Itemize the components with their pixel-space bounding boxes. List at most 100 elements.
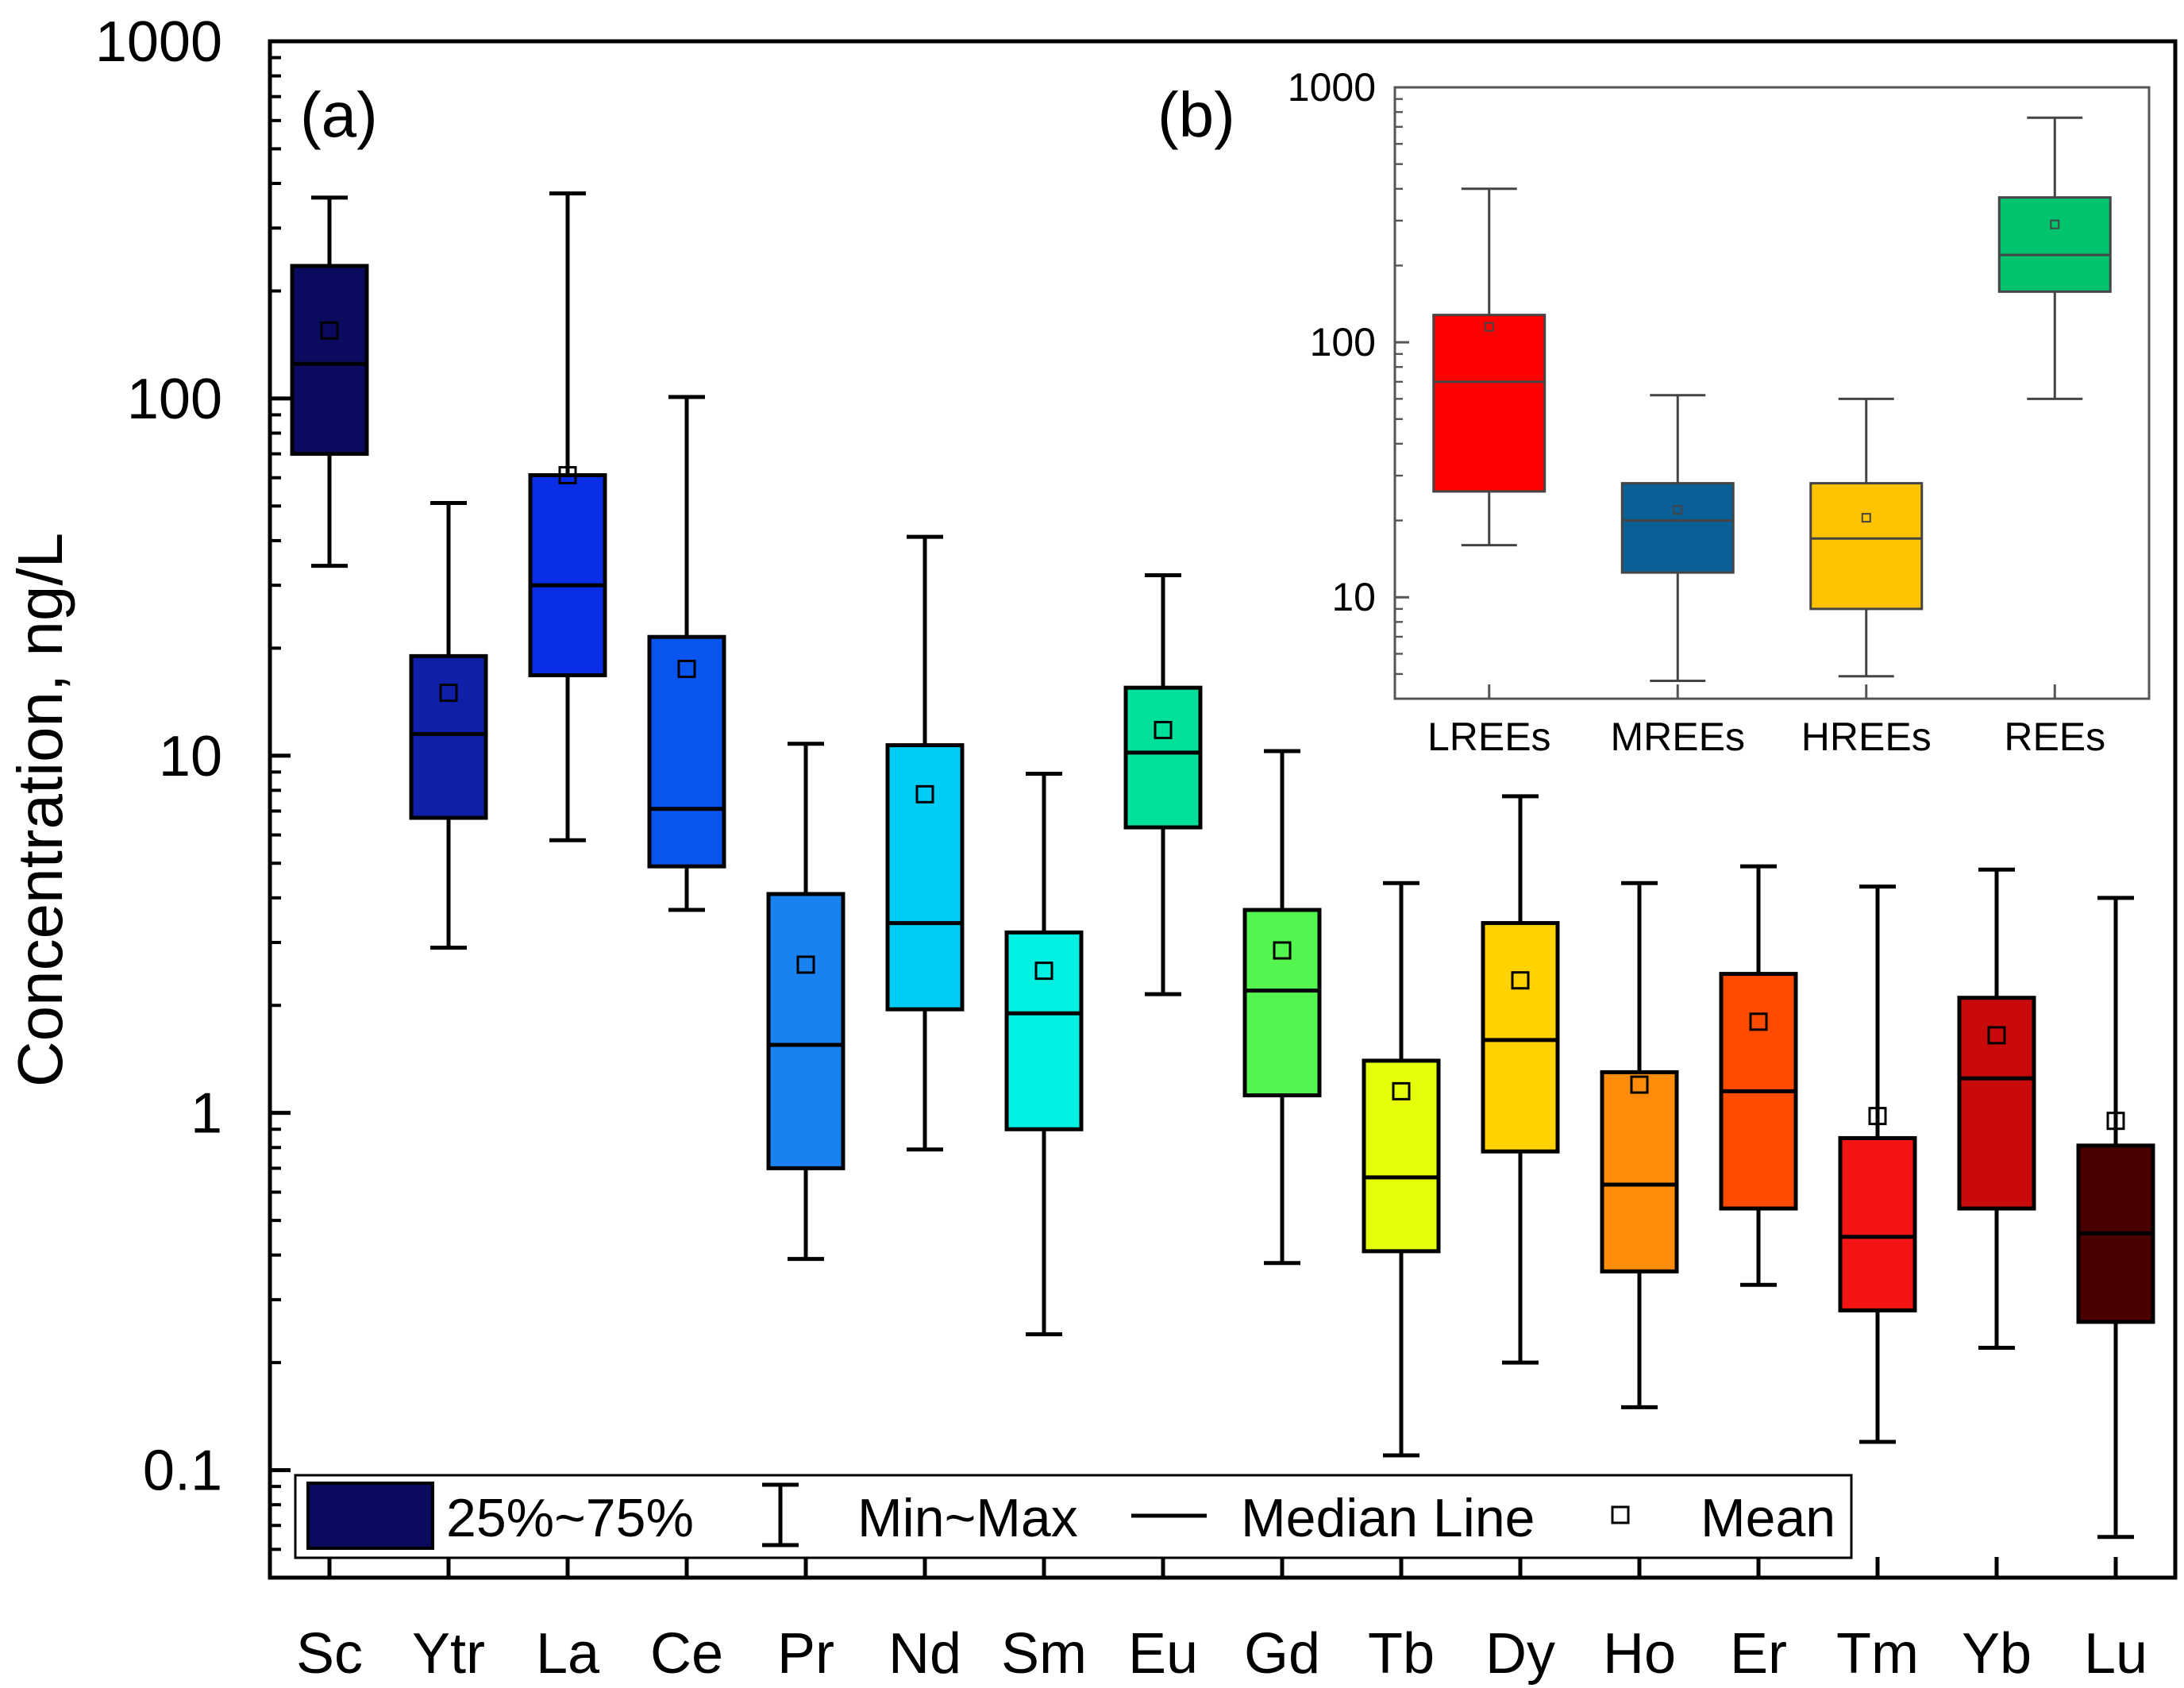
main-category-label: Tb — [1368, 1622, 1435, 1686]
inset-category-label: MREEs — [1611, 715, 1745, 759]
main-box-Tb — [1362, 881, 1441, 1578]
inset-boxes — [1432, 116, 2112, 699]
main-box-Gd — [1242, 749, 1322, 1578]
main-iqr-box — [1838, 1135, 1917, 1312]
legend: 25%~75% Min~Max Median Line Mean — [294, 1474, 1853, 1559]
inset-iqr-box — [1620, 482, 1735, 574]
main-mean-marker — [796, 955, 815, 974]
main-category-label: Sc — [296, 1622, 363, 1686]
inset-plot-frame — [1393, 86, 2151, 700]
main-box-Sc — [290, 195, 369, 1578]
main-iqr-box — [1242, 908, 1322, 1098]
main-iqr-box — [885, 743, 965, 1012]
main-plot: 1000 100 10 1 0.1 Sc Ytr La Ce Pr Nd Sm Eu Gd Tb Dy Ho E… — [5, 10, 2178, 1686]
inset-iqr-box — [1997, 196, 2112, 293]
legend-whisker-label: Min~Max — [857, 1488, 1078, 1548]
main-box-Lu — [2076, 896, 2155, 1578]
inset-tick-label: 10 — [1331, 575, 1376, 619]
inset-mean-marker — [2050, 219, 2060, 229]
main-mean-marker — [1749, 1012, 1768, 1031]
main-x-axis-labels: Sc Ytr La Ce Pr Nd Sm Eu Gd Tb Dy Ho Er Tm Yb Lu — [296, 1622, 2147, 1686]
main-box-Yb — [1957, 867, 2036, 1578]
legend-mean-symbol — [1611, 1505, 1630, 1524]
inset-mean-marker — [1861, 513, 1871, 523]
inset-category-label: REEs — [2004, 715, 2105, 759]
inset-box-HREEs — [1809, 397, 1924, 699]
legend-box-swatch — [306, 1482, 434, 1550]
main-iqr-box — [1481, 921, 1560, 1154]
inset-box-REEs — [1997, 116, 2112, 699]
inset-category-label: LREEs — [1427, 715, 1551, 759]
main-iqr-box — [647, 634, 726, 869]
inset-y-axis-ticks: 1000 100 10 — [1288, 65, 1409, 700]
main-tick-label: 100 — [127, 368, 222, 431]
main-category-label: La — [536, 1622, 600, 1686]
main-tick-label: 0.1 — [143, 1439, 222, 1503]
main-iqr-box — [1123, 685, 1203, 830]
legend-median-label: Median Line — [1241, 1488, 1535, 1548]
inset-box-LREEs — [1432, 187, 1547, 699]
inset-tick-label: 100 — [1310, 320, 1376, 364]
main-mean-marker — [439, 684, 458, 703]
main-mean-marker — [1392, 1081, 1411, 1100]
main-tick-label: 10 — [159, 725, 222, 788]
main-y-axis-ticks: 1000 100 10 1 0.1 — [95, 10, 291, 1579]
main-mean-marker — [1511, 971, 1530, 990]
main-plot-frame — [268, 39, 2178, 1580]
main-mean-marker — [1034, 962, 1053, 981]
inset-tick-label: 1000 — [1288, 65, 1376, 110]
main-mean-marker — [1630, 1075, 1649, 1094]
main-category-label: Lu — [2084, 1622, 2147, 1686]
main-box-Ytr — [409, 500, 488, 1578]
main-box-Eu — [1123, 573, 1203, 1578]
main-category-label: Eu — [1128, 1622, 1198, 1686]
main-box-Er — [1719, 864, 1798, 1578]
main-mean-marker — [1154, 720, 1173, 739]
legend-frame — [294, 1474, 1853, 1559]
main-iqr-box — [1004, 930, 1084, 1131]
inset-iqr-box — [1432, 314, 1547, 493]
main-iqr-box — [528, 472, 607, 677]
main-category-label: Tm — [1836, 1622, 1919, 1686]
panel-label-b: (b) — [1157, 79, 1235, 150]
main-category-label: Yb — [1962, 1622, 2032, 1686]
main-box-Ho — [1600, 881, 1679, 1578]
inset-box-MREEs — [1620, 394, 1735, 699]
main-mean-marker — [558, 465, 577, 484]
legend-mean-label: Mean — [1701, 1488, 1835, 1548]
main-boxes — [290, 191, 2155, 1578]
inset-category-label: HREEs — [1801, 715, 1932, 759]
y-axis-label: Concentration, ng/L — [5, 533, 75, 1087]
main-mean-marker — [677, 659, 696, 678]
main-category-label: Dy — [1485, 1622, 1555, 1686]
legend-box-label: 25%~75% — [446, 1488, 694, 1548]
main-mean-marker — [1987, 1026, 2006, 1045]
main-box-Dy — [1481, 794, 1560, 1578]
main-mean-marker — [320, 321, 339, 340]
main-box-Nd — [885, 534, 965, 1578]
main-box-Ce — [647, 395, 726, 1578]
main-category-label: Nd — [888, 1622, 961, 1686]
main-category-label: Ce — [650, 1622, 723, 1686]
main-iqr-box — [409, 653, 488, 820]
main-category-label: Ho — [1603, 1622, 1676, 1686]
main-mean-marker — [915, 784, 934, 804]
main-category-label: Ytr — [412, 1622, 485, 1686]
main-mean-marker — [1273, 941, 1292, 960]
main-category-label: Gd — [1244, 1622, 1320, 1686]
main-iqr-box — [766, 892, 845, 1170]
main-category-label: Er — [1730, 1622, 1787, 1686]
main-iqr-box — [290, 264, 369, 457]
main-tick-label: 1 — [191, 1082, 222, 1146]
main-box-Tm — [1838, 884, 1917, 1578]
main-box-Sm — [1004, 772, 1084, 1578]
inset-plot: 1000 100 10 LREEs MREEs HREEs REEs (b) — [1157, 65, 2151, 759]
inset-iqr-box — [1809, 482, 1924, 611]
panel-label-a: (a) — [300, 79, 378, 150]
main-box-La — [528, 191, 607, 1578]
main-iqr-box — [1362, 1058, 1441, 1254]
inset-mean-marker — [1673, 505, 1683, 515]
main-mean-marker — [2106, 1112, 2125, 1131]
main-mean-marker — [1868, 1107, 1887, 1126]
